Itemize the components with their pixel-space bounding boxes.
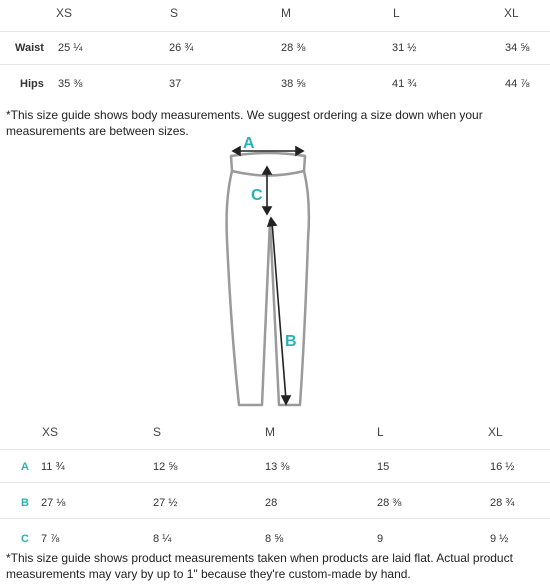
size-header-l: L [393, 6, 400, 20]
label-a: A [243, 135, 255, 152]
a-s: 12 ⅝ [153, 461, 178, 473]
body-measurement-note: *This size guide shows body measurements… [6, 108, 483, 138]
c-s: 8 ¼ [153, 533, 172, 545]
row-divider [0, 449, 550, 450]
row-divider [0, 31, 550, 32]
hips-xs: 35 ⅜ [58, 78, 83, 90]
row-divider [0, 482, 550, 483]
row-divider [0, 64, 550, 65]
label-b: B [285, 333, 297, 350]
b-s: 27 ½ [153, 497, 178, 509]
label-c: C [251, 187, 263, 204]
size-header-s: S [170, 6, 179, 20]
size-header-l: L [377, 425, 384, 439]
row-label-hips: Hips [20, 78, 44, 90]
waist-l: 31 ½ [392, 42, 417, 54]
hips-xl: 44 ⅞ [505, 78, 530, 90]
waist-m: 28 ⅜ [281, 42, 306, 54]
row-label-b: B [21, 497, 29, 509]
b-xs: 27 ⅛ [41, 497, 66, 509]
product-measurement-note: *This size guide shows product measureme… [6, 551, 513, 581]
a-xs: 11 ¾ [41, 461, 65, 473]
size-header-xs: XS [56, 6, 73, 20]
c-l: 9 [377, 533, 384, 545]
size-header-m: M [265, 425, 275, 439]
waist-s: 26 ¾ [169, 42, 194, 54]
measurement-c-arrow [261, 165, 273, 216]
measurement-b-arrow [266, 216, 292, 406]
hips-s: 37 [169, 78, 182, 90]
size-header-m: M [281, 6, 291, 20]
row-divider [0, 518, 550, 519]
b-m: 28 [265, 497, 278, 509]
hips-l: 41 ¾ [392, 78, 417, 90]
row-label-a: A [21, 461, 29, 473]
c-xl: 9 ½ [490, 533, 509, 545]
b-xl: 28 ¾ [490, 497, 515, 509]
row-label-waist: Waist [15, 42, 44, 54]
waist-xl: 34 ⅝ [505, 42, 530, 54]
size-header-s: S [153, 425, 162, 439]
size-header-xs: XS [42, 425, 59, 439]
row-label-c: C [21, 533, 29, 545]
size-header-xl: XL [504, 6, 519, 20]
hips-m: 38 ⅝ [281, 78, 306, 90]
c-m: 8 ⅝ [265, 533, 284, 545]
b-l: 28 ⅜ [377, 497, 402, 509]
waist-xs: 25 ¼ [58, 42, 83, 54]
c-xs: 7 ⅞ [41, 533, 60, 545]
size-header-xl: XL [488, 425, 503, 439]
measurement-a-arrow [231, 145, 305, 157]
a-xl: 16 ½ [490, 461, 515, 473]
a-m: 13 ⅜ [265, 461, 290, 473]
a-l: 15 [377, 461, 390, 473]
